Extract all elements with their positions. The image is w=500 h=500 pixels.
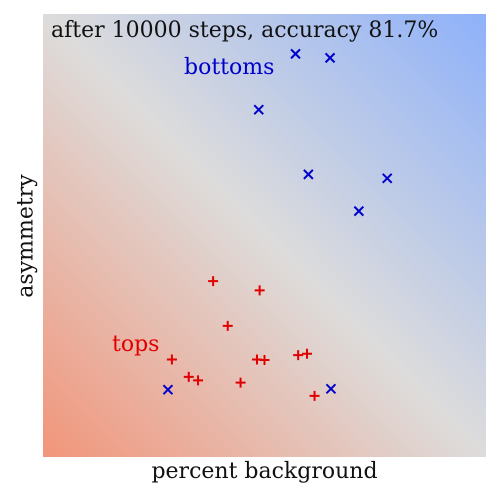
tops-point-9	[193, 375, 204, 386]
tops-point-3	[166, 354, 177, 365]
tops-point-10	[235, 377, 246, 388]
tops-point-0	[208, 276, 219, 287]
bottoms-point-4	[382, 173, 393, 184]
tops-point-11	[309, 390, 320, 401]
annotation-tops: tops	[112, 332, 159, 357]
bottoms-point-5	[353, 205, 365, 217]
tops-point-2	[222, 320, 233, 331]
annotation-bottoms: bottoms	[184, 55, 274, 80]
bottoms-point-3	[303, 169, 314, 180]
plot-area-background	[43, 14, 486, 457]
tops-point-1	[254, 285, 265, 296]
tops-point-5	[259, 354, 270, 365]
bottoms-point-6	[162, 384, 174, 395]
tops-point-8	[183, 371, 194, 382]
bottoms-point-0	[290, 48, 301, 60]
y-axis-label: asymmetry	[13, 174, 39, 298]
tops-point-6	[293, 350, 304, 361]
data-marks	[162, 48, 393, 401]
x-axis-label: percent background	[151, 459, 378, 484]
bottoms-point-7	[325, 383, 337, 394]
tops-point-7	[302, 348, 313, 359]
chart-title: after 10000 steps, accuracy 81.7%	[51, 18, 438, 43]
bottoms-point-2	[253, 104, 264, 115]
bottoms-point-1	[324, 52, 336, 64]
